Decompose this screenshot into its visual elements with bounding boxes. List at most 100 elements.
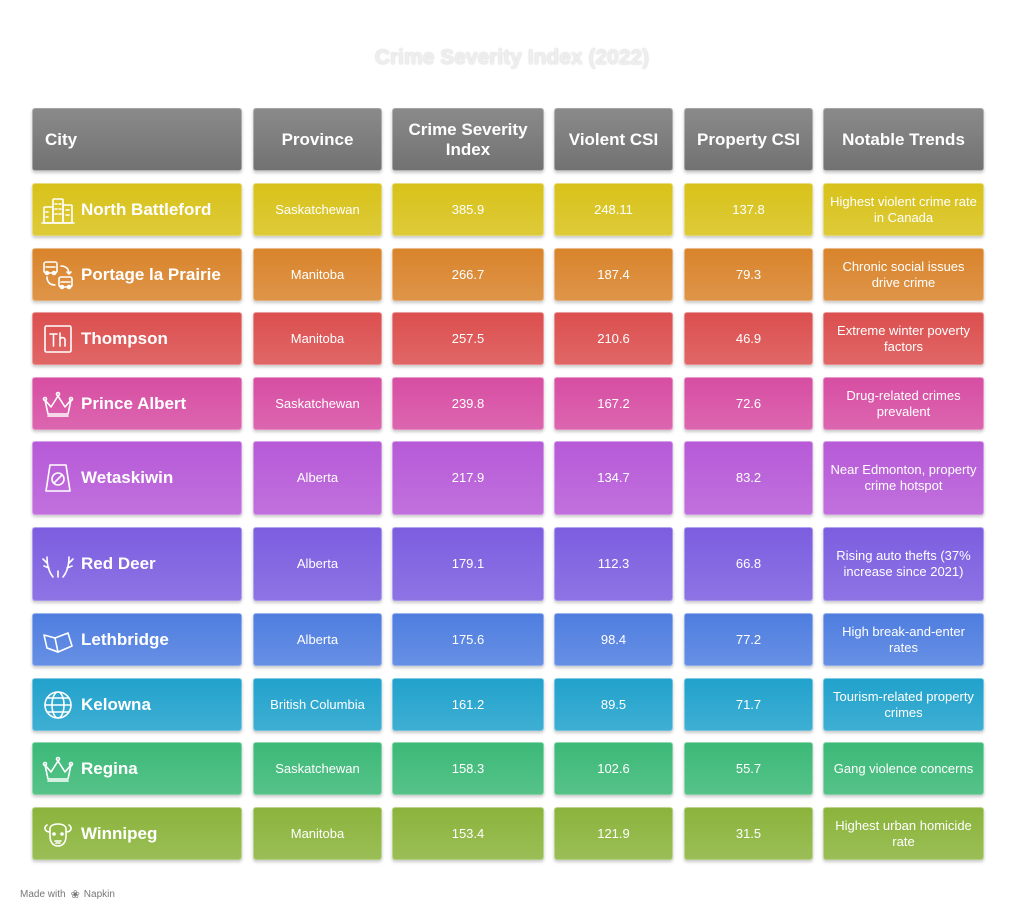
city-name: Lethbridge <box>81 629 169 649</box>
cell-property-csi: 71.7 <box>684 678 813 731</box>
cell-notable-trends: Chronic social issues drive crime <box>823 248 984 301</box>
cell-crime-severity-index: 161.2 <box>392 678 544 731</box>
cell-province: Saskatchewan <box>253 377 382 430</box>
cell-value: Tourism-related property crimes <box>833 688 974 720</box>
header-label: Province <box>281 129 354 149</box>
city-name: Wetaskiwin <box>81 468 174 487</box>
cell-value: 71.7 <box>735 696 762 712</box>
cell-value: 239.8 <box>451 395 485 411</box>
globe-icon <box>41 688 75 722</box>
cell-value: Gang violence concerns <box>833 760 974 776</box>
cell-value: British Columbia <box>270 696 365 712</box>
cell-value: 257.5 <box>451 330 485 346</box>
cell-value: 31.5 <box>735 825 762 841</box>
cell-province: Saskatchewan <box>253 183 382 236</box>
cell-value: 46.9 <box>735 330 762 346</box>
cell-value: 137.8 <box>732 201 765 217</box>
header-label: City <box>45 129 78 149</box>
cell-value: Highest urban homicide rate <box>835 817 972 849</box>
cell-city: Lethbridge <box>32 613 242 666</box>
cell-notable-trends: Highest urban homicide rate <box>823 807 984 860</box>
cell-crime-severity-index: 385.9 <box>392 183 544 236</box>
city-name: Kelowna <box>81 694 151 714</box>
cell-value: 217.9 <box>451 470 485 485</box>
cell-value: Saskatchewan <box>275 395 360 411</box>
cell-value: Saskatchewan <box>275 201 360 217</box>
header-label: Violent CSI <box>568 129 659 149</box>
cell-value: Manitoba <box>290 825 345 841</box>
cell-property-csi: 31.5 <box>684 807 813 860</box>
cell-province: British Columbia <box>253 678 382 731</box>
cell-value: Alberta <box>296 631 339 647</box>
cell-city: Prince Albert <box>32 377 242 430</box>
cell-crime-severity-index: 153.4 <box>392 807 544 860</box>
crown-icon <box>41 387 75 421</box>
cell-city: Wetaskiwin <box>32 441 242 515</box>
cell-value: Manitoba <box>290 266 345 282</box>
cell-city: Portage la Prairie <box>32 248 242 301</box>
cell-value: 121.9 <box>597 825 630 841</box>
cell-violent-csi: 187.4 <box>554 248 673 301</box>
cell-value: 266.7 <box>451 266 485 282</box>
cell-property-csi: 66.8 <box>684 527 813 601</box>
cell-value: 112.3 <box>597 556 630 571</box>
antlers-icon <box>41 547 75 581</box>
header-violent-csi: Violent CSI <box>554 108 673 171</box>
chart-title: Crime Severity Index (2022) <box>374 46 650 69</box>
napkin-logo-icon: ❀ <box>70 889 80 901</box>
header-crime-severity-index: Crime Severity Index <box>392 108 544 171</box>
header-notable-trends: Notable Trends <box>823 108 984 171</box>
cell-value: Chronic social issues drive crime <box>842 258 965 290</box>
cell-notable-trends: Drug-related crimes prevalent <box>823 377 984 430</box>
footer-made-with: Made with <box>20 889 66 900</box>
cell-property-csi: 72.6 <box>684 377 813 430</box>
cell-city: Thompson <box>32 312 242 365</box>
cell-property-csi: 77.2 <box>684 613 813 666</box>
cell-value: 134.7 <box>597 470 630 485</box>
header-label: Crime Severity Index <box>408 119 528 159</box>
cell-city: North Battleford <box>32 183 242 236</box>
cell-value: 153.4 <box>451 825 485 841</box>
cell-value: 72.6 <box>735 395 762 411</box>
cell-value: 55.7 <box>735 760 762 776</box>
cell-value: 210.6 <box>597 330 630 346</box>
city-name: Red Deer <box>81 554 156 573</box>
cell-value: Manitoba <box>290 330 345 346</box>
cell-violent-csi: 134.7 <box>554 441 673 515</box>
cell-notable-trends: Highest violent crime rate in Canada <box>823 183 984 236</box>
cell-province: Saskatchewan <box>253 742 382 795</box>
header-label: Property CSI <box>697 129 800 149</box>
cell-value: Alberta <box>296 556 339 571</box>
bison-icon <box>41 817 75 851</box>
city-name: Winnipeg <box>81 823 158 843</box>
cell-violent-csi: 248.11 <box>554 183 673 236</box>
th-letters-icon <box>41 322 75 356</box>
cell-crime-severity-index: 158.3 <box>392 742 544 795</box>
cell-value: 179.1 <box>451 556 485 571</box>
cell-value: Near Edmonton, property crime hotspot <box>830 462 977 493</box>
cell-value: 77.2 <box>735 631 762 647</box>
cell-value: 175.6 <box>451 631 485 647</box>
cell-province: Alberta <box>253 527 382 601</box>
cell-crime-severity-index: 179.1 <box>392 527 544 601</box>
city-name: North Battleford <box>81 199 212 219</box>
cell-province: Manitoba <box>253 807 382 860</box>
cell-province: Alberta <box>253 441 382 515</box>
cell-notable-trends: Rising auto thefts (37% increase since 2… <box>823 527 984 601</box>
cell-value: Saskatchewan <box>275 760 360 776</box>
cell-property-csi: 79.3 <box>684 248 813 301</box>
cell-province: Manitoba <box>253 312 382 365</box>
cell-crime-severity-index: 266.7 <box>392 248 544 301</box>
city-name: Thompson <box>81 328 168 348</box>
footer: Made with ❀ Napkin <box>20 888 115 901</box>
cell-notable-trends: Near Edmonton, property crime hotspot <box>823 441 984 515</box>
no-entry-sign-icon <box>41 461 75 495</box>
cell-value: 161.2 <box>451 696 485 712</box>
cell-violent-csi: 89.5 <box>554 678 673 731</box>
cell-value: 83.2 <box>735 470 762 485</box>
cell-value: 248.11 <box>594 201 633 217</box>
cell-value: Rising auto thefts (37% increase since 2… <box>836 548 971 579</box>
cell-crime-severity-index: 217.9 <box>392 441 544 515</box>
header-property-csi: Property CSI <box>684 108 813 171</box>
cell-value: Drug-related crimes prevalent <box>846 387 961 419</box>
